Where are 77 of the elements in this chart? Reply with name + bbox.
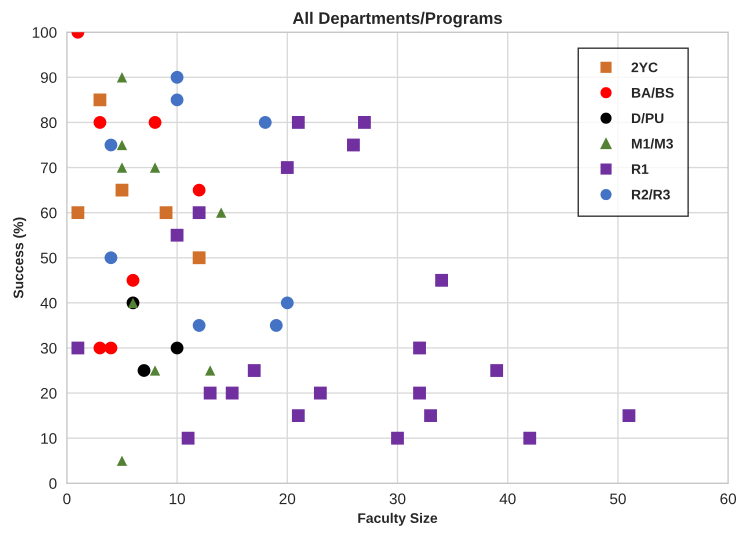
point bbox=[94, 342, 106, 354]
y-tick-label: 20 bbox=[40, 388, 57, 399]
x-tick-label: 30 bbox=[390, 493, 406, 504]
y-tick-label: 90 bbox=[40, 72, 57, 84]
y-tick-label: 70 bbox=[40, 162, 57, 174]
x-tick-label: 10 bbox=[170, 493, 185, 504]
point bbox=[192, 206, 206, 220]
point bbox=[71, 206, 84, 220]
point bbox=[435, 274, 448, 287]
point bbox=[170, 342, 184, 354]
point bbox=[204, 386, 217, 400]
point bbox=[170, 93, 184, 106]
point bbox=[148, 116, 162, 129]
point bbox=[258, 116, 272, 129]
y-tick-label: 40 bbox=[40, 298, 57, 309]
y-tick-label: 30 bbox=[40, 342, 57, 354]
point bbox=[216, 208, 226, 218]
point bbox=[116, 140, 128, 150]
point bbox=[170, 70, 184, 84]
point bbox=[94, 116, 106, 129]
point bbox=[160, 206, 172, 220]
point bbox=[192, 184, 206, 196]
point bbox=[138, 364, 150, 377]
point bbox=[280, 296, 294, 310]
x-axis-title: Faculty Size bbox=[358, 512, 438, 526]
point bbox=[270, 319, 283, 332]
y-tick-label: 0 bbox=[49, 478, 57, 489]
legend-label: R1 bbox=[632, 164, 648, 174]
point bbox=[413, 342, 426, 354]
point bbox=[94, 93, 106, 106]
x-tick-label: 20 bbox=[280, 493, 296, 504]
x-tick-label: 60 bbox=[720, 493, 736, 504]
point bbox=[523, 432, 536, 445]
y-tick-label: 100 bbox=[32, 27, 57, 38]
point bbox=[116, 184, 128, 196]
point bbox=[280, 161, 294, 174]
legend-label: 2YC bbox=[632, 62, 658, 72]
point bbox=[391, 432, 404, 445]
point bbox=[116, 72, 128, 82]
point bbox=[150, 162, 160, 173]
point bbox=[622, 409, 636, 422]
x-tick-label: 40 bbox=[500, 493, 516, 504]
y-axis-title: Success (%) bbox=[13, 218, 26, 298]
point bbox=[314, 386, 327, 400]
legend-label: D/PU bbox=[632, 112, 664, 124]
legend-label: R2/R3 bbox=[632, 189, 670, 200]
point bbox=[226, 386, 239, 400]
point bbox=[104, 251, 118, 264]
point bbox=[413, 386, 426, 400]
y-tick-label: 80 bbox=[40, 117, 57, 128]
point bbox=[292, 116, 305, 129]
point bbox=[424, 409, 437, 422]
point bbox=[170, 228, 184, 242]
point bbox=[182, 432, 195, 445]
y-tick-label: 60 bbox=[40, 208, 57, 218]
x-tick-label: 50 bbox=[610, 493, 626, 504]
point bbox=[104, 138, 118, 152]
point bbox=[192, 319, 206, 332]
y-tick-label: 10 bbox=[41, 433, 57, 444]
point bbox=[150, 365, 160, 376]
point bbox=[71, 342, 84, 354]
point bbox=[358, 116, 371, 129]
point bbox=[204, 365, 216, 376]
point bbox=[347, 138, 360, 152]
point bbox=[192, 251, 206, 264]
chart-title: All Departments/Programs bbox=[292, 12, 502, 28]
point bbox=[490, 364, 504, 377]
point bbox=[116, 162, 128, 173]
y-tick-label: 50 bbox=[40, 252, 57, 264]
x-tick-label: 0 bbox=[63, 493, 71, 504]
legend-label: BA/BS bbox=[632, 88, 674, 98]
point bbox=[248, 364, 261, 377]
point bbox=[292, 409, 305, 422]
point bbox=[126, 274, 140, 287]
point bbox=[104, 342, 118, 354]
legend-label: M1/M3 bbox=[632, 138, 673, 149]
point bbox=[116, 456, 128, 466]
